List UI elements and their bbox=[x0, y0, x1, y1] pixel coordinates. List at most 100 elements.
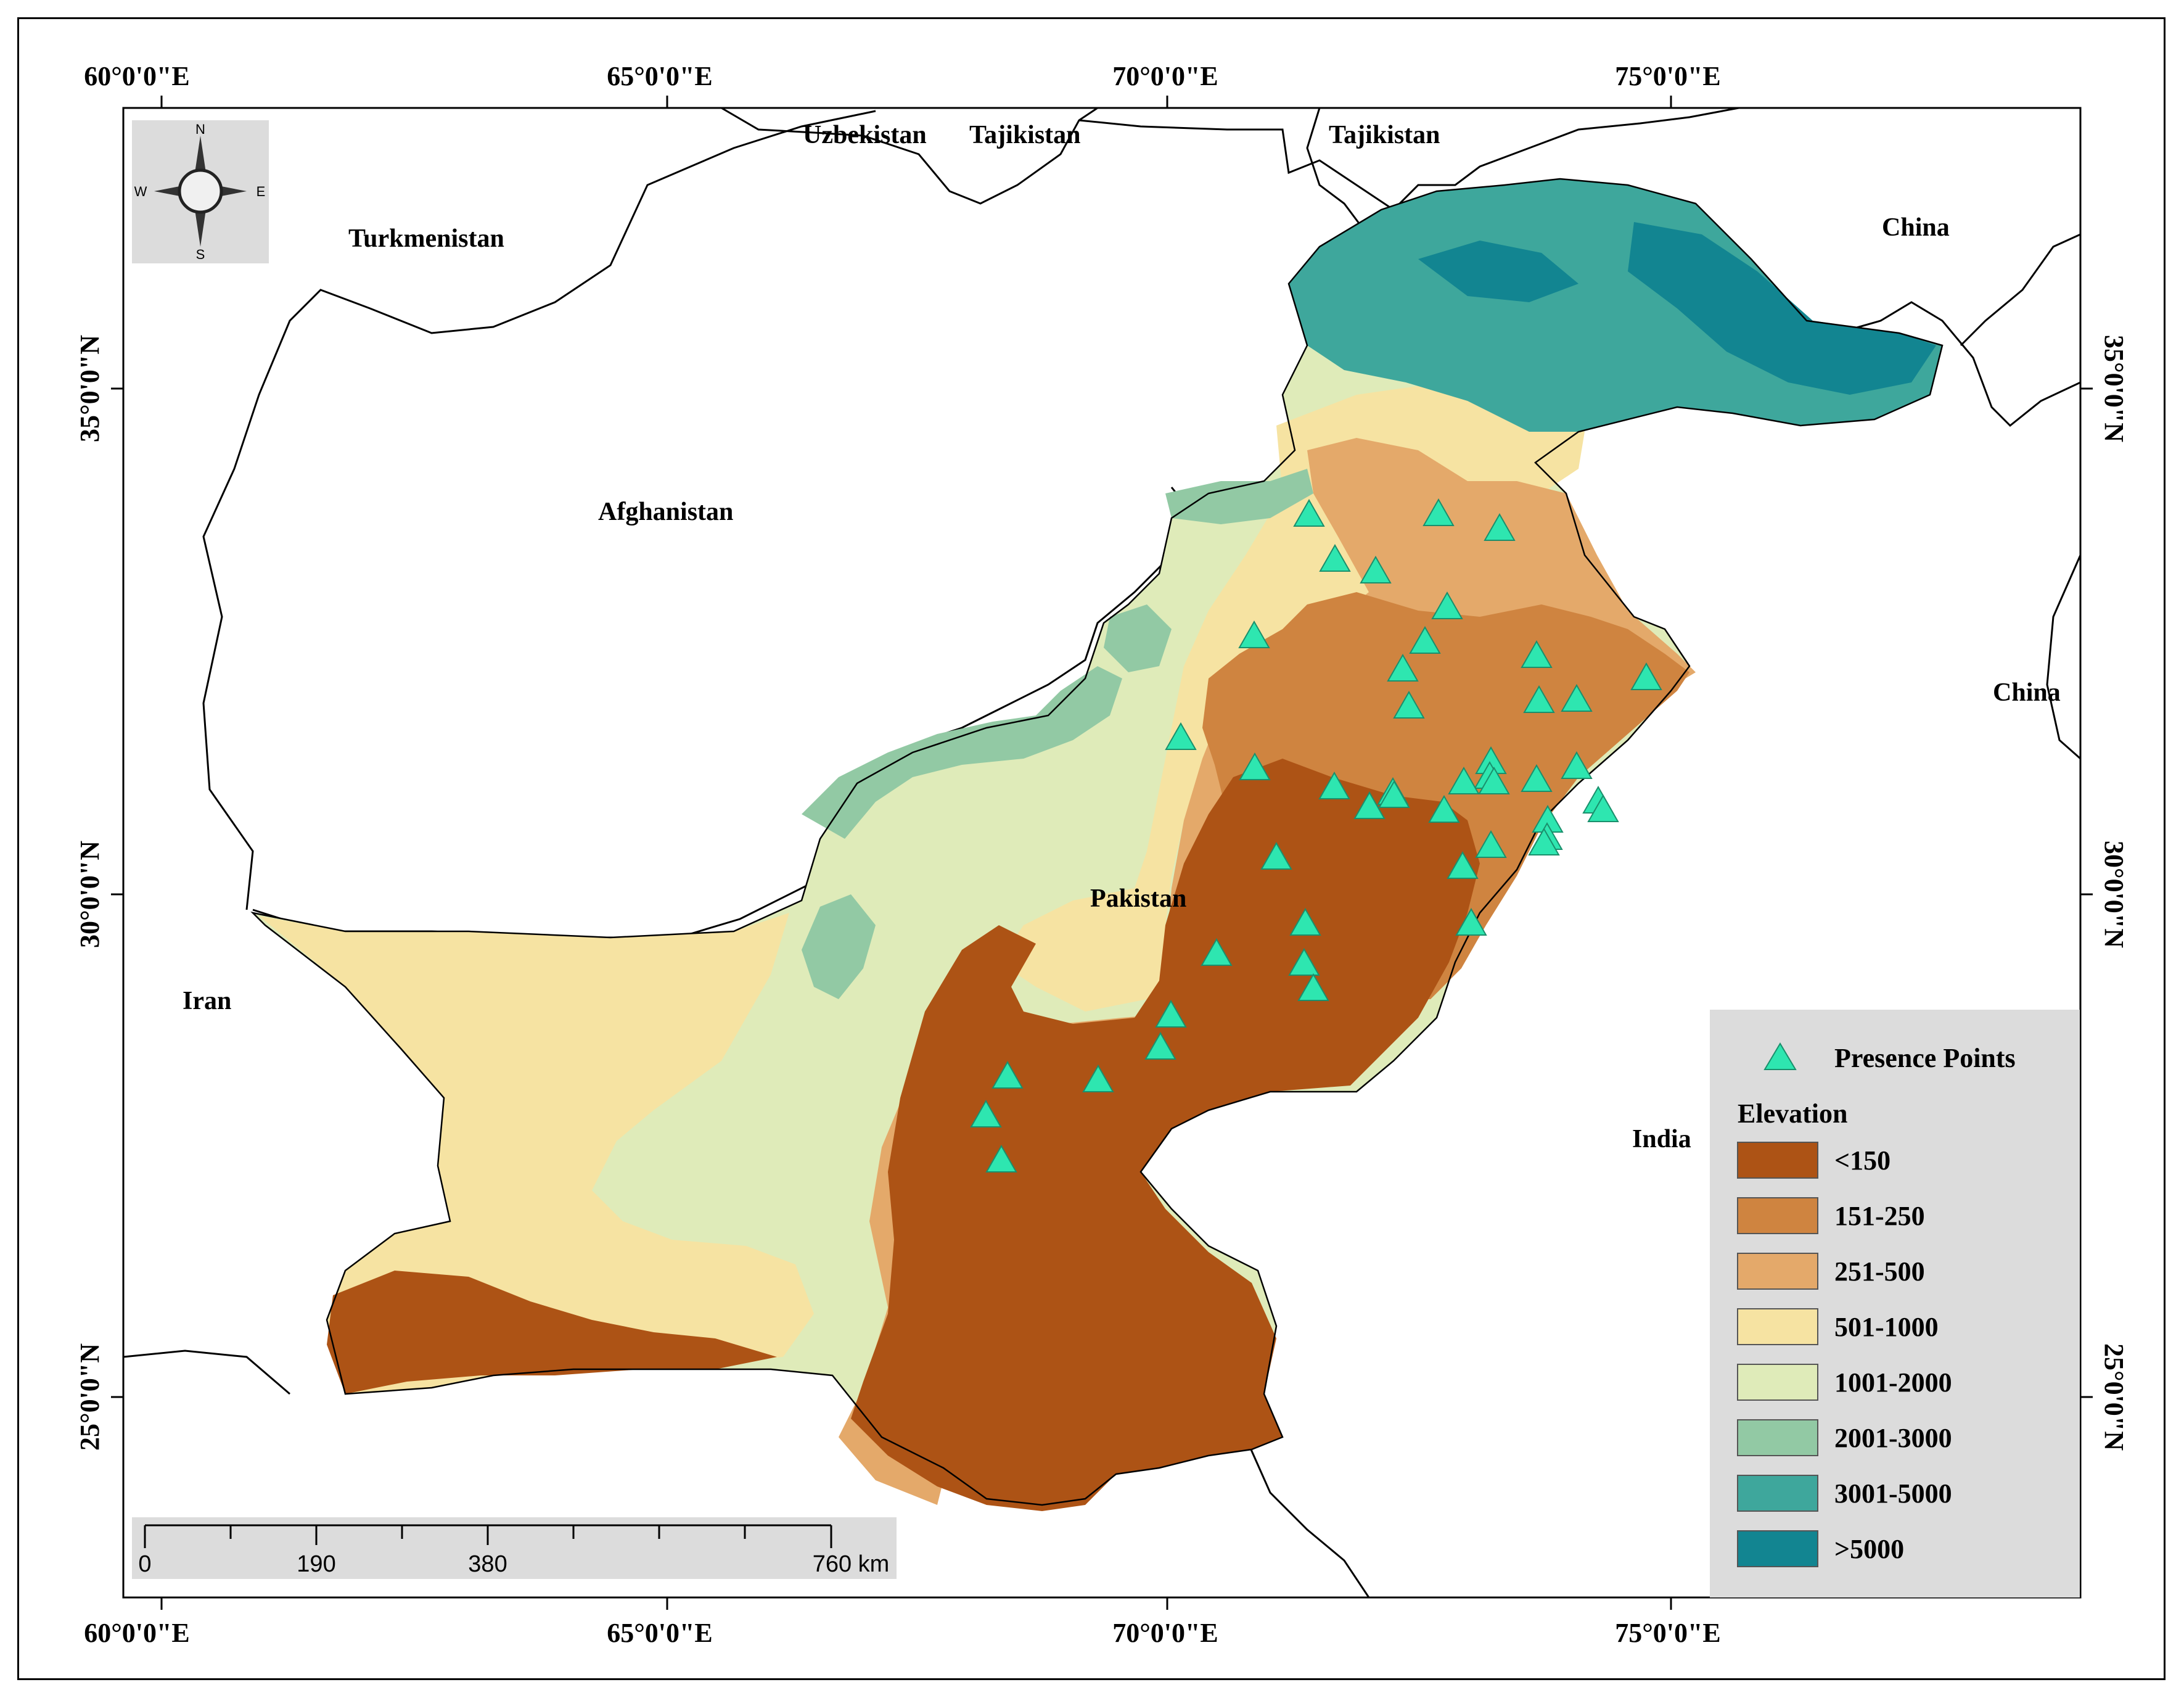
elev-gt5000 bbox=[1628, 222, 1936, 395]
pakistan-border bbox=[250, 178, 1944, 1506]
map-frame bbox=[17, 17, 2166, 1680]
presence-point bbox=[1478, 766, 1510, 794]
presence-point bbox=[1428, 794, 1460, 823]
lat-label-left-35: 35°0'0"N bbox=[75, 335, 105, 442]
scale-label-190: 190 bbox=[297, 1551, 335, 1577]
elev-2001-3000-north bbox=[1104, 604, 1172, 672]
lat-label-left-30: 30°0'0"N bbox=[75, 841, 105, 948]
country-label-turkmenistan: Turkmenistan bbox=[348, 225, 504, 253]
north-arrow-compass: N S E W bbox=[132, 120, 269, 263]
lon-label-top-70: 70°0'0"E bbox=[1112, 61, 1218, 91]
lon-label-bottom-70: 70°0'0"E bbox=[1112, 1618, 1218, 1648]
presence-point bbox=[1165, 722, 1197, 750]
lon-label-bottom-60: 60°0'0"E bbox=[84, 1618, 190, 1648]
presence-point bbox=[1393, 690, 1425, 719]
legend: Presence Points Elevation <150 151-250 251… bbox=[1710, 1010, 2080, 1597]
country-label-india: India bbox=[1632, 1125, 1691, 1153]
presence-point bbox=[1239, 752, 1271, 780]
scale-label-380: 380 bbox=[468, 1551, 507, 1577]
legend-class-label-5: 2001-3000 bbox=[1834, 1423, 1952, 1453]
legend-class-label-7: >5000 bbox=[1834, 1534, 1904, 1564]
legend-presence-symbol bbox=[1763, 1042, 1797, 1070]
lon-label-bottom-75: 75°0'0"E bbox=[1615, 1618, 1721, 1648]
presence-point bbox=[1201, 938, 1233, 966]
legend-swatch-6 bbox=[1737, 1475, 1818, 1512]
presence-point bbox=[1523, 685, 1555, 713]
presence-point bbox=[1144, 1031, 1176, 1060]
legend-swatch-5 bbox=[1737, 1419, 1818, 1456]
compass-e: E bbox=[257, 184, 266, 199]
legend-class-label-2: 251-500 bbox=[1834, 1256, 1925, 1287]
presence-point bbox=[1528, 827, 1560, 855]
scale-bar: 0 190 380 760 km bbox=[132, 1517, 897, 1579]
legend-swatch-7 bbox=[1737, 1530, 1818, 1567]
country-label-afghanistan: Afghanistan bbox=[598, 498, 733, 526]
legend-class-label-1: 151-250 bbox=[1834, 1201, 1925, 1231]
presence-point bbox=[1447, 851, 1479, 879]
elev-2001-3000-hills bbox=[1165, 469, 1313, 524]
lat-label-right-25: 25°0'0"N bbox=[2099, 1343, 2129, 1451]
elev-2001-3000-patch bbox=[802, 894, 876, 999]
presence-point bbox=[1297, 973, 1329, 1001]
presence-point bbox=[1360, 555, 1392, 583]
legend-presence-label: Presence Points bbox=[1834, 1043, 2016, 1073]
presence-point bbox=[1561, 683, 1593, 712]
legend-swatch-1 bbox=[1737, 1197, 1818, 1234]
presence-point bbox=[1561, 751, 1593, 779]
legend-classes: <150 151-250 251-500 501-1000 1001-2000 2001-… bbox=[1737, 1142, 1952, 1567]
legend-class-label-6: 3001-5000 bbox=[1834, 1478, 1952, 1509]
presence-point bbox=[1155, 999, 1187, 1028]
country-label-pakistan: Pakistan bbox=[1090, 884, 1186, 913]
legend-class-label-4: 1001-2000 bbox=[1834, 1367, 1952, 1398]
presence-point bbox=[1521, 764, 1553, 792]
presence-point bbox=[970, 1099, 1002, 1127]
graticule-ticks bbox=[111, 96, 2093, 1610]
presence-point bbox=[1630, 662, 1662, 690]
elev-coast-brown bbox=[327, 1271, 777, 1394]
presence-point bbox=[1289, 907, 1321, 936]
presence-point bbox=[1521, 640, 1553, 668]
presence-point bbox=[1422, 498, 1455, 526]
country-label-tajikistan-2: Tajikistan bbox=[1329, 121, 1440, 149]
country-label-uzbekistan: Uzbekistan bbox=[803, 121, 927, 149]
presence-points-layer bbox=[970, 498, 1662, 1173]
presence-point bbox=[1455, 907, 1487, 936]
presence-point bbox=[1484, 513, 1516, 541]
lat-label-left-25: 25°0'0"N bbox=[75, 1343, 105, 1451]
lat-label-right-35: 35°0'0"N bbox=[2099, 335, 2129, 442]
presence-point bbox=[1260, 841, 1292, 870]
legend-class-label-0: <150 bbox=[1834, 1145, 1890, 1176]
lon-label-top-60: 60°0'0"E bbox=[84, 61, 190, 91]
elevation-raster bbox=[253, 179, 1942, 1511]
presence-point bbox=[1448, 766, 1480, 794]
legend-class-label-3: 501-1000 bbox=[1834, 1312, 1939, 1342]
country-label-tajikistan-1: Tajikistan bbox=[969, 121, 1081, 149]
presence-point bbox=[1293, 498, 1325, 527]
scale-label-760km: 760 km bbox=[813, 1551, 890, 1577]
presence-point bbox=[985, 1144, 1017, 1173]
lon-label-top-75: 75°0'0"E bbox=[1615, 61, 1721, 91]
country-label-iran: Iran bbox=[183, 987, 231, 1015]
elev-2001-3000-west bbox=[802, 666, 1122, 839]
legend-swatch-2 bbox=[1737, 1253, 1818, 1290]
compass-s: S bbox=[196, 247, 205, 262]
compass-w: W bbox=[134, 184, 147, 199]
presence-point bbox=[1409, 625, 1441, 654]
presence-point bbox=[1238, 620, 1270, 648]
lat-label-right-30: 30°0'0"N bbox=[2099, 841, 2129, 948]
presence-point bbox=[1319, 543, 1351, 572]
presence-point bbox=[1431, 591, 1463, 619]
presence-point bbox=[991, 1060, 1024, 1089]
legend-swatch-3 bbox=[1737, 1308, 1818, 1345]
presence-point bbox=[1475, 830, 1507, 858]
presence-point bbox=[1353, 791, 1386, 819]
lon-label-top-65: 65°0'0"E bbox=[607, 61, 713, 91]
elev-lt150 bbox=[851, 759, 1480, 1511]
country-label-china-1: China bbox=[1882, 213, 1950, 242]
legend-swatch-0 bbox=[1737, 1142, 1818, 1179]
presence-point bbox=[1387, 653, 1419, 682]
presence-point bbox=[1587, 794, 1619, 822]
compass-n: N bbox=[195, 122, 205, 137]
scale-label-0: 0 bbox=[138, 1551, 151, 1577]
